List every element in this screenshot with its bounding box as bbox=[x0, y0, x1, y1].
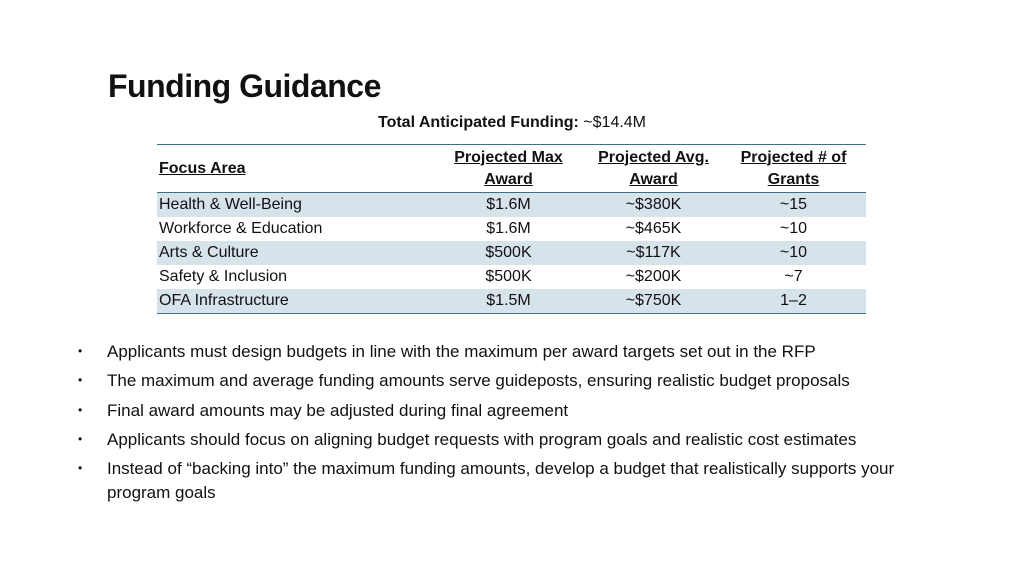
cell-focus-area: OFA Infrastructure bbox=[159, 292, 289, 309]
cell-num-grants: ~7 bbox=[784, 268, 803, 285]
total-funding: Total Anticipated Funding: ~$14.4M bbox=[0, 114, 1024, 132]
bullet-icon: • bbox=[78, 431, 83, 446]
bullet-icon: • bbox=[78, 344, 83, 358]
cell-num-grants: ~15 bbox=[779, 196, 808, 213]
cell-avg-award: ~$465K bbox=[625, 220, 682, 237]
cell-focus-area: Workforce & Education bbox=[159, 220, 323, 237]
table-header-row: Focus Area Projected Max Award Projected… bbox=[157, 144, 866, 193]
slide-title: Funding Guidance bbox=[108, 68, 381, 104]
table-row: Arts & Culture $500K ~$117K ~10 bbox=[157, 241, 866, 265]
cell-max-award: $1.6M bbox=[486, 196, 531, 213]
cell-num-grants: ~10 bbox=[779, 244, 808, 261]
bullet-text: Instead of “backing into” the maximum fu… bbox=[107, 459, 895, 502]
bullet-icon: • bbox=[78, 402, 83, 417]
funding-table: Focus Area Projected Max Award Projected… bbox=[157, 144, 866, 314]
cell-max-award: $500K bbox=[485, 244, 532, 261]
table-row: Workforce & Education $1.6M ~$465K ~10 bbox=[157, 217, 866, 241]
cell-avg-award: ~$380K bbox=[625, 196, 682, 213]
total-funding-value: ~$14.4M bbox=[583, 114, 647, 131]
table-row: OFA Infrastructure $1.5M ~$750K 1–2 bbox=[157, 289, 866, 314]
cell-avg-award: ~$200K bbox=[625, 268, 682, 285]
cell-focus-area: Health & Well-Being bbox=[159, 196, 302, 213]
cell-num-grants: ~10 bbox=[779, 220, 808, 237]
bullet-text: Applicants should focus on aligning budg… bbox=[107, 429, 857, 449]
cell-max-award: $1.6M bbox=[486, 220, 531, 237]
bullet-item: • The maximum and average funding amounts… bbox=[78, 369, 958, 393]
bullet-item: • Final award amounts may be adjusted dur… bbox=[78, 399, 958, 423]
table-row: Safety & Inclusion $500K ~$200K ~7 bbox=[157, 265, 866, 289]
bullet-item: • Applicants must design budgets in line … bbox=[78, 340, 958, 364]
cell-max-award: $500K bbox=[485, 268, 532, 285]
cell-focus-area: Safety & Inclusion bbox=[159, 268, 288, 285]
header-focus-area: Focus Area bbox=[159, 159, 246, 177]
bullet-list: • Applicants must design budgets in line … bbox=[78, 340, 958, 510]
table-row: Health & Well-Being $1.6M ~$380K ~15 bbox=[157, 192, 866, 217]
bullet-text: The maximum and average funding amounts … bbox=[107, 371, 850, 391]
bullet-item: • Instead of “backing into” the maximum f… bbox=[78, 457, 958, 504]
header-max-award: Projected Max Award bbox=[454, 148, 563, 188]
bullet-item: • Applicants should focus on aligning bud… bbox=[78, 428, 958, 452]
cell-max-award: $1.5M bbox=[486, 292, 531, 309]
cell-avg-award: ~$750K bbox=[625, 292, 682, 309]
bullet-icon: • bbox=[78, 461, 83, 476]
cell-focus-area: Arts & Culture bbox=[159, 244, 259, 261]
cell-avg-award: ~$117K bbox=[626, 244, 681, 261]
bullet-icon: • bbox=[78, 373, 83, 388]
header-num-grants: Projected # of Grants bbox=[740, 148, 847, 188]
header-avg-award: Projected Avg. Award bbox=[598, 148, 709, 188]
cell-num-grants: 1–2 bbox=[780, 292, 807, 309]
bullet-text: Final award amounts may be adjusted duri… bbox=[107, 400, 569, 420]
total-funding-label: Total Anticipated Funding: bbox=[377, 114, 579, 131]
bullet-text: Applicants must design budgets in line w… bbox=[107, 342, 816, 361]
